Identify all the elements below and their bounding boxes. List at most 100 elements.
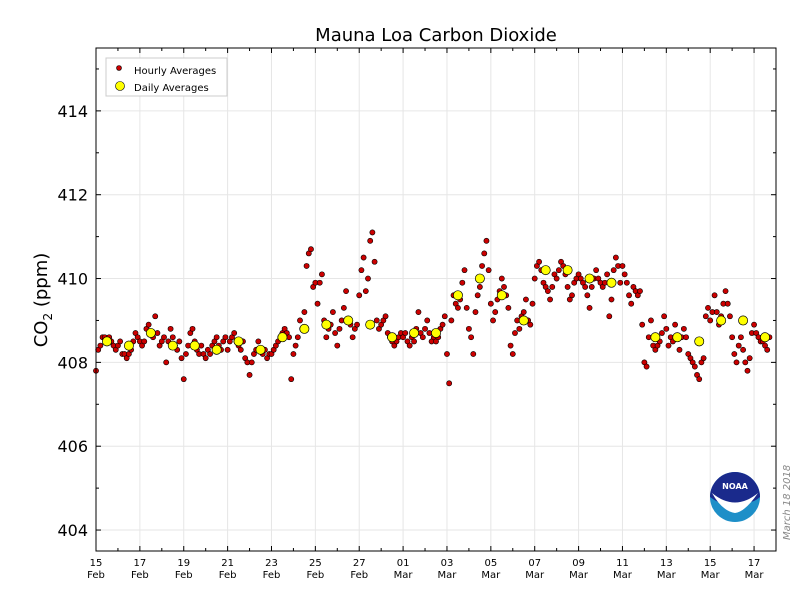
hourly-point xyxy=(415,309,422,315)
hourly-point xyxy=(167,325,174,332)
hourly-point xyxy=(729,334,736,341)
daily-point xyxy=(299,323,310,334)
daily-series xyxy=(102,265,770,355)
y-tick-label: 404 xyxy=(57,521,88,540)
hourly-point xyxy=(672,321,678,328)
hourly-point xyxy=(336,325,343,332)
legend-marker-hourly xyxy=(116,65,122,71)
hourly-point xyxy=(555,267,562,274)
x-axis: 15Feb17Feb19Feb21Feb23Feb25Feb27Feb01Mar… xyxy=(87,48,764,581)
x-tick-day: 27 xyxy=(353,558,366,569)
hourly-point xyxy=(365,275,371,282)
x-tick-day: 11 xyxy=(616,558,629,569)
hourly-point xyxy=(411,338,417,345)
hourly-point xyxy=(446,380,453,387)
daily-point xyxy=(496,290,507,301)
hourly-point xyxy=(619,263,626,269)
hourly-point xyxy=(316,279,323,286)
hourly-point xyxy=(531,275,538,282)
hourly-point xyxy=(608,296,615,303)
hourly-point xyxy=(213,334,220,341)
hourly-point xyxy=(472,309,479,315)
x-tick-month: Feb xyxy=(219,570,237,581)
hourly-point xyxy=(382,313,389,320)
grid-layer xyxy=(95,48,776,551)
y-tick-label: 414 xyxy=(57,102,88,121)
hourly-point xyxy=(470,351,477,357)
hourly-point xyxy=(248,359,255,366)
x-tick-month: Mar xyxy=(701,570,721,581)
hourly-point xyxy=(323,334,330,341)
hourly-point xyxy=(549,284,556,290)
legend-label-daily: Daily Averages xyxy=(134,83,209,94)
x-tick-day: 19 xyxy=(177,558,190,569)
x-tick-month: Feb xyxy=(175,570,193,581)
hourly-point xyxy=(733,359,740,366)
hourly-point xyxy=(419,334,426,341)
daily-point xyxy=(518,315,529,326)
hourly-point xyxy=(527,321,534,328)
hourly-point xyxy=(626,292,632,299)
x-tick-month: Feb xyxy=(263,570,281,581)
hourly-point xyxy=(637,288,643,295)
daily-point xyxy=(584,273,595,284)
hourly-point xyxy=(319,271,325,278)
hourly-point xyxy=(512,330,518,336)
x-tick-month: Mar xyxy=(438,570,458,581)
daily-point xyxy=(738,315,749,326)
x-tick-month: Mar xyxy=(745,570,765,581)
daily-point xyxy=(716,315,727,326)
x-tick-day: 21 xyxy=(221,558,234,569)
hourly-point xyxy=(659,330,665,336)
hourly-point xyxy=(683,334,689,341)
hourly-point xyxy=(740,346,746,353)
hourly-point xyxy=(373,317,380,324)
daily-point xyxy=(474,273,485,284)
hourly-point xyxy=(501,284,507,290)
x-tick-day: 07 xyxy=(528,558,541,569)
hourly-point xyxy=(290,351,297,357)
hourly-point xyxy=(117,338,124,345)
y-axis-label: CO2 (ppm) xyxy=(31,253,55,348)
hourly-point xyxy=(356,292,363,299)
hourly-point xyxy=(623,279,630,286)
hourly-point xyxy=(606,313,613,320)
hourly-point xyxy=(483,237,490,244)
hourly-point xyxy=(584,292,591,299)
hourly-point xyxy=(439,321,446,328)
y-tick-label: 406 xyxy=(57,437,88,456)
x-tick-day: 15 xyxy=(704,558,717,569)
hourly-point xyxy=(207,351,213,357)
hourly-point xyxy=(163,359,170,366)
hourly-point xyxy=(738,334,744,341)
hourly-point xyxy=(402,330,409,336)
hourly-point xyxy=(507,342,514,349)
hourly-point xyxy=(349,334,356,341)
hourly-point xyxy=(536,258,542,265)
hourly-point xyxy=(680,325,687,332)
legend: Hourly Averages Daily Averages xyxy=(105,57,228,97)
x-tick-month: Mar xyxy=(394,570,414,581)
hourly-point xyxy=(509,351,516,357)
hourly-point xyxy=(746,355,753,362)
hourly-point xyxy=(461,267,468,274)
hourly-point xyxy=(702,313,709,320)
hourly-point xyxy=(332,330,338,336)
hourly-point xyxy=(643,363,650,370)
hourly-point xyxy=(369,229,376,236)
hourly-point xyxy=(722,288,729,295)
legend-box xyxy=(105,57,228,97)
daily-point xyxy=(365,319,376,330)
x-tick-month: Feb xyxy=(87,570,105,581)
hourly-point xyxy=(479,263,485,269)
hourly-point xyxy=(308,246,314,253)
hourly-point xyxy=(516,325,523,332)
hourly-point xyxy=(691,363,698,370)
hourly-point xyxy=(621,271,628,278)
x-tick-day: 25 xyxy=(309,558,322,569)
hourly-point xyxy=(727,313,733,320)
hourly-point xyxy=(648,317,654,324)
hourly-point xyxy=(610,267,617,274)
